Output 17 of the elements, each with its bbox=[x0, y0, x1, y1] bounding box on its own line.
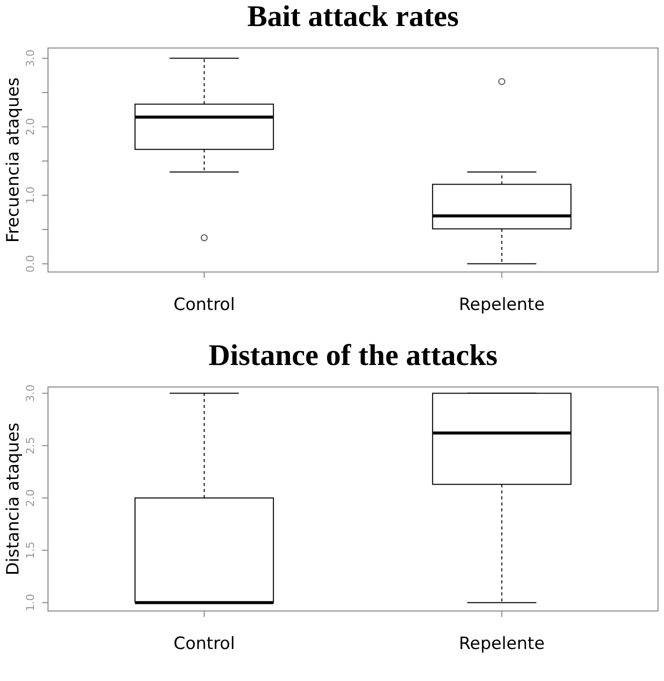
y-tick-label: 1.5 bbox=[24, 542, 37, 560]
y-tick-label: 2.0 bbox=[24, 489, 37, 507]
y-tick-label: 2.5 bbox=[24, 436, 37, 454]
y-tick-label: 1.0 bbox=[24, 594, 37, 612]
y-axis-title: Frecuencia ataques bbox=[4, 77, 24, 243]
y-tick-label: 0.0 bbox=[24, 255, 37, 273]
x-tick-label: Repelente bbox=[458, 634, 545, 654]
y-tick-label: 3.0 bbox=[24, 50, 37, 68]
x-tick-label: Control bbox=[173, 295, 235, 315]
y-tick-label: 3.0 bbox=[24, 384, 37, 402]
chart-title: Distance of the attacks bbox=[208, 339, 498, 372]
x-tick-label: Control bbox=[173, 634, 235, 654]
chart-title: Bait attack rates bbox=[247, 0, 459, 33]
y-tick-label: 2.0 bbox=[24, 118, 37, 136]
y-axis-title: Distancia ataques bbox=[4, 422, 24, 576]
x-tick-label: Repelente bbox=[458, 295, 545, 315]
y-tick-label: 1.0 bbox=[24, 186, 37, 204]
